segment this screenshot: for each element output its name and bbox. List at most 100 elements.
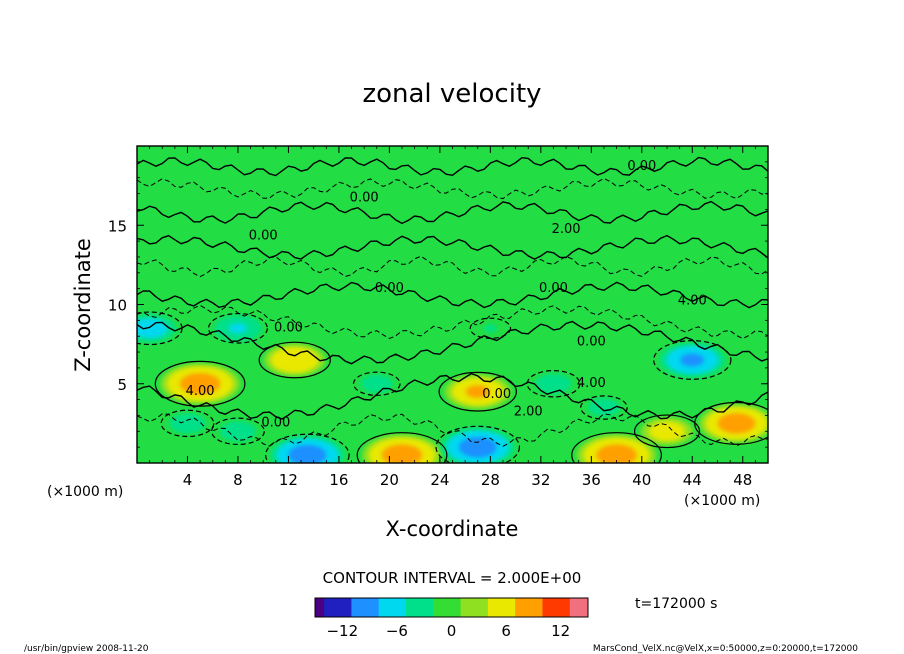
y-axis-label: Z-coordinate (71, 238, 95, 372)
contour-label: 0.00 (482, 387, 511, 402)
contour-ring (653, 340, 732, 380)
x-tick-label: 44 (683, 471, 702, 489)
contour-ring (580, 395, 628, 420)
contour-label: 0.00 (627, 159, 656, 174)
contour-ring (160, 409, 215, 438)
footer-left: /usr/bin/gpview 2008-11-20 (24, 644, 149, 654)
colorbar-segment (524, 598, 534, 617)
colorbar-segment (469, 598, 480, 617)
x-unit-right: (×1000 m) (684, 493, 760, 509)
x-tick-label: 40 (632, 471, 651, 489)
x-tick-label: 48 (733, 471, 752, 489)
colorbar-segment (542, 598, 553, 617)
colorbar-segment (342, 598, 352, 617)
colorbar-tick-label: 6 (501, 622, 511, 640)
contour-label: 0.00 (577, 335, 606, 350)
colorbar-segment (324, 598, 334, 617)
feature-band (464, 440, 491, 454)
contour-ring (571, 432, 662, 463)
contour-label: 4.00 (678, 294, 707, 309)
contour-line-positive (137, 156, 768, 177)
x-axis-ticks: 4 8 12 16 20 24 28 32 36 40 44 48 (149, 146, 756, 489)
contour-label: 4.00 (186, 384, 215, 399)
contour-label: 0.00 (539, 281, 568, 296)
contour-ring (211, 417, 265, 446)
contour-line-positive (137, 281, 768, 309)
colorbar-segment (551, 598, 562, 617)
x-tick-label: 24 (430, 471, 449, 489)
y-axis-ticks: 5 10 15 (108, 161, 768, 448)
contour-line-positive (137, 320, 768, 365)
colorbar-segment (387, 598, 398, 617)
contour-line-negative (137, 304, 768, 340)
x-tick-label: 12 (279, 471, 298, 489)
contour-line-positive (137, 372, 768, 420)
field-features (137, 314, 768, 463)
contour-label: 0.00 (249, 229, 278, 244)
contour-label: 2.00 (552, 222, 581, 237)
feature-band (229, 426, 247, 436)
colorbar-segment (560, 598, 571, 617)
colorbar-segment (415, 598, 425, 617)
colorbar-segment (442, 598, 452, 617)
contour-ring (137, 311, 183, 346)
colorbar-segment (369, 598, 380, 617)
colorbar-segment (478, 598, 489, 617)
colorbar-segment (497, 598, 507, 617)
contour-ring (258, 341, 331, 379)
chart-title: zonal velocity (362, 79, 541, 109)
colorbar-segment (396, 598, 407, 617)
feature-band (723, 416, 750, 431)
contour-ring (356, 432, 448, 463)
colorbar-segment (569, 598, 580, 617)
x-axis-label: X-coordinate (386, 517, 519, 541)
colorbar-segment (578, 598, 589, 617)
contour-ring (435, 425, 521, 463)
y-tick-label: 10 (108, 297, 127, 315)
x-tick-label: 16 (329, 471, 348, 489)
colorbar (314, 597, 589, 618)
colorbar-segment (424, 598, 434, 617)
contour-ring (352, 371, 401, 396)
colorbar-segment (451, 598, 462, 617)
feature-band (228, 323, 248, 334)
colorbar-segment (351, 598, 361, 617)
contour-ring (526, 369, 581, 398)
contour-ring (207, 312, 268, 344)
feature-band (680, 353, 705, 367)
x-tick-label: 36 (582, 471, 601, 489)
y-tick-label: 15 (108, 217, 127, 235)
feature-band (602, 447, 631, 463)
colorbar-tick-label: 0 (447, 622, 457, 640)
feature-band (186, 376, 214, 391)
colorbar-segment (460, 598, 471, 617)
x-tick-label: 20 (380, 471, 399, 489)
colorbar-tick-label: −6 (386, 622, 408, 640)
feature-band (465, 385, 490, 399)
x-tick-label: 32 (531, 471, 550, 489)
contour-ring (438, 371, 517, 412)
feature-band (139, 322, 160, 334)
contour-line-negative (137, 413, 768, 447)
colorbar-tick-label: −12 (326, 622, 358, 640)
contour-label: 4.00 (577, 376, 606, 391)
feature-band (283, 354, 306, 366)
contour-lines (137, 156, 768, 463)
colorbar-segment (378, 598, 389, 617)
x-tick-label: 8 (233, 471, 243, 489)
colorbar-ticks: −12 −6 0 6 12 (326, 622, 570, 640)
contour-ring (265, 433, 350, 463)
contour-label: 0.00 (274, 320, 303, 335)
feature-band (656, 425, 678, 437)
footer-right: MarsCond_VelX.nc@VelX,x=0:50000,z=0:2000… (593, 644, 858, 654)
contour-label: 0.00 (261, 416, 290, 431)
feature-band (294, 448, 321, 462)
feature-band (545, 379, 562, 389)
contour-label: 0.00 (350, 190, 379, 205)
colorbar-segment (433, 598, 443, 617)
plot-area (137, 146, 768, 463)
colorbar-segment (515, 598, 525, 617)
contour-line-negative (137, 255, 768, 278)
colorbar-segment (333, 598, 343, 617)
